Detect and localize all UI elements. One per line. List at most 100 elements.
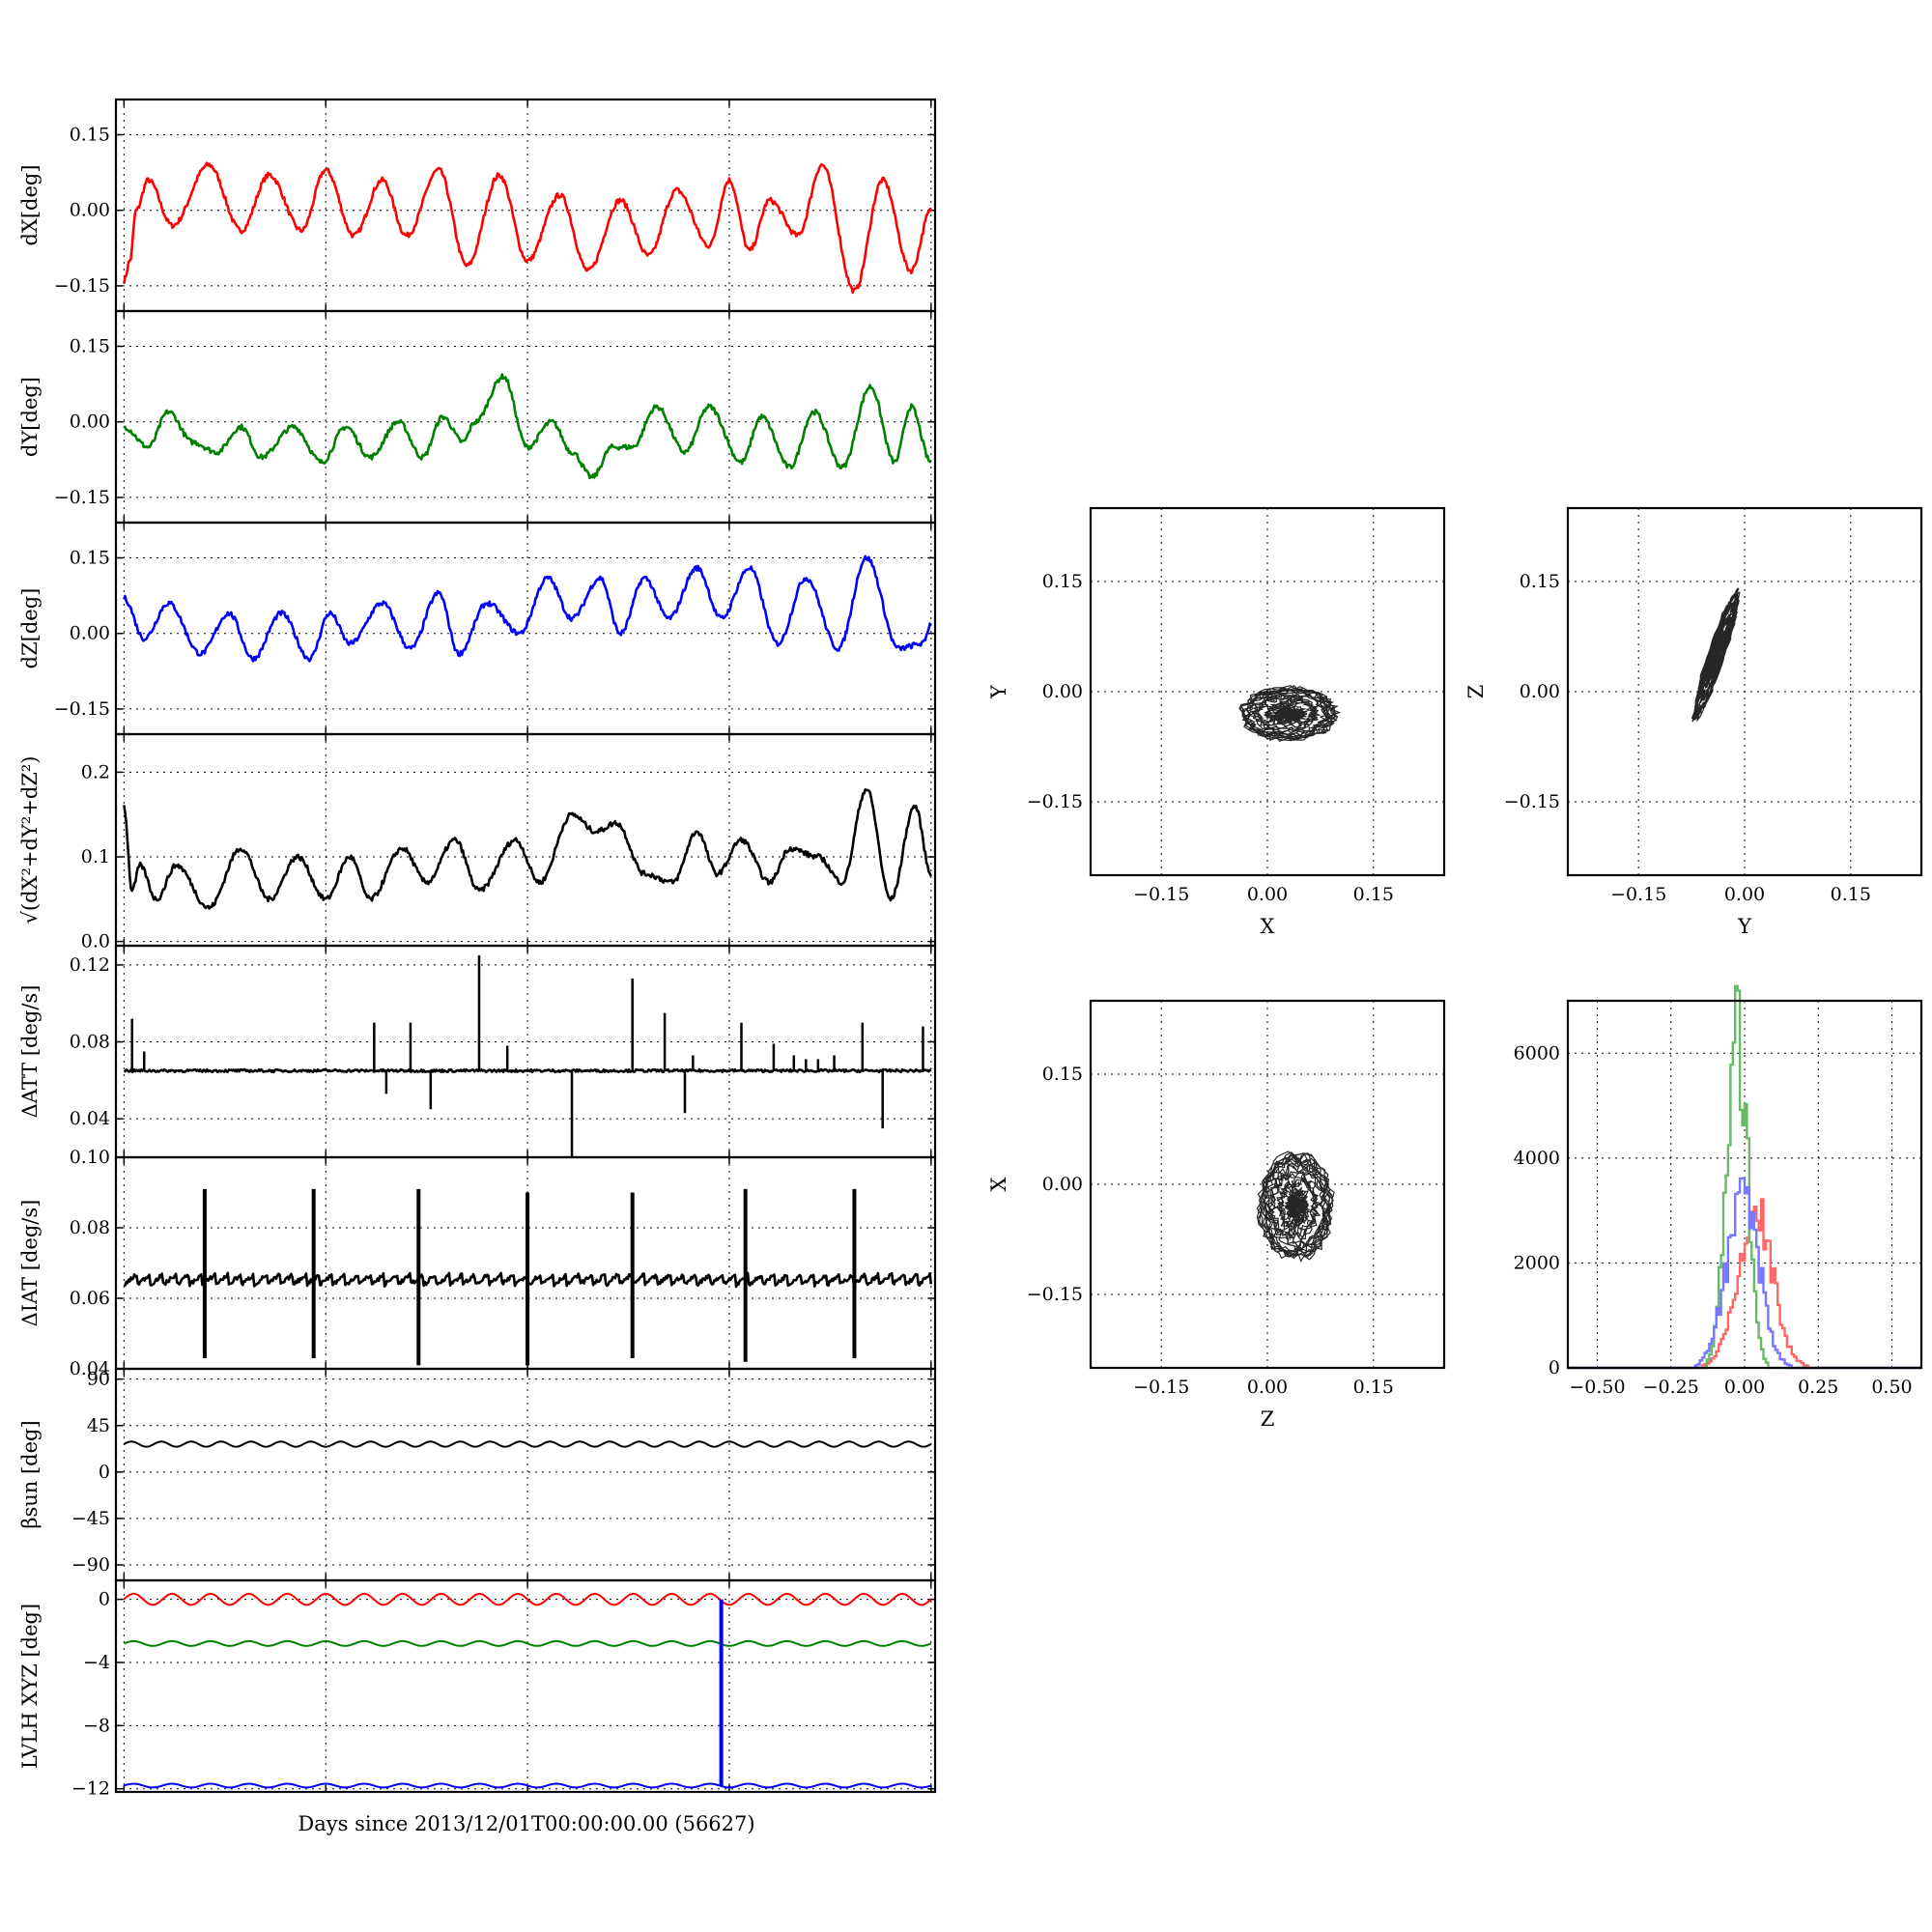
series-line	[123, 554, 932, 663]
series-line	[123, 788, 932, 910]
x-tick-label: 0.15	[1353, 1377, 1394, 1398]
y-tick-label: 2000	[1514, 1252, 1560, 1273]
x-axis-label: X	[1261, 915, 1275, 938]
y-tick-label: −0.15	[54, 275, 110, 297]
scatter-zx: −0.15 −0.15 0.00 0.00 0.15 0.15 Z X	[987, 999, 1446, 1431]
y-tick-label: 0.00	[1520, 681, 1560, 702]
panel-dz: 0.15 0.00 −0.15 dZ[deg]	[18, 521, 937, 736]
y-tick-label: −0.15	[1027, 791, 1083, 812]
panel-mag: 0.2 0.1 0.0 √(dX²+dY²+dZ²)	[18, 732, 937, 952]
y-tick-label: 0.00	[70, 200, 110, 221]
y-tick-label: 0.15	[70, 336, 110, 357]
scatter-frame	[1089, 506, 1446, 877]
y-tick-label: −0.15	[54, 698, 110, 720]
y-tick-label: 0.15	[70, 548, 110, 569]
y-tick-label: −90	[71, 1554, 110, 1576]
y-tick-label: 0.12	[70, 954, 110, 976]
y-tick-label: −0.15	[1504, 791, 1560, 812]
y-tick-label: 0.0	[81, 931, 110, 952]
y-tick-label: 90	[87, 1369, 110, 1390]
y-tick-label: 0.00	[70, 623, 110, 644]
trajectory	[1256, 1151, 1335, 1263]
y-tick-label: −0.15	[1027, 1284, 1083, 1305]
panel-frame	[114, 732, 937, 948]
panel-frame	[114, 309, 937, 525]
y-tick-label: 4000	[1514, 1148, 1560, 1169]
panel-diat: 0.10 0.08 0.06 0.04 ΔIAT [deg/s]	[18, 1147, 937, 1379]
panel-dy: 0.15 0.00 −0.15 dY[deg]	[18, 309, 937, 525]
y-tick-label: 0	[1548, 1357, 1560, 1378]
series-line	[124, 1782, 932, 1789]
panel-frame	[114, 1578, 937, 1794]
panel-frame	[114, 944, 937, 1159]
x-tick-label: −0.25	[1643, 1377, 1699, 1398]
panel-dx: 0.15 0.00 −0.15 dX[deg]	[18, 98, 937, 313]
x-tick-label: 0.00	[1247, 1377, 1288, 1398]
y-tick-label: 0.08	[70, 1032, 110, 1053]
series-line	[123, 1440, 932, 1448]
x-axis-label: Z	[1261, 1407, 1275, 1431]
scatter-frame	[1089, 999, 1446, 1370]
x-tick-label: 0.25	[1798, 1377, 1838, 1398]
y-axis-label: LVLH XYZ [deg]	[18, 1604, 42, 1769]
trajectory	[1238, 685, 1342, 743]
trajectory	[1690, 587, 1741, 723]
y-tick-label: 0.04	[70, 1108, 110, 1129]
y-tick-label: 0.04	[70, 1358, 110, 1379]
x-tick-label: 0.00	[1724, 1377, 1765, 1398]
x-tick-label: 0.00	[1724, 884, 1765, 905]
y-tick-label: 0.15	[1520, 571, 1560, 592]
x-tick-label: −0.15	[1610, 884, 1666, 905]
y-tick-label: −45	[71, 1508, 110, 1529]
y-axis-label: Z	[1464, 685, 1488, 699]
x-tick-label: 0.15	[1831, 884, 1871, 905]
series-line	[123, 1639, 932, 1647]
series-line	[123, 1067, 932, 1073]
y-axis-label: dY[deg]	[18, 377, 42, 457]
y-tick-label: 0.06	[70, 1288, 110, 1309]
panel-frame	[114, 98, 937, 313]
y-tick-label: −4	[83, 1652, 110, 1673]
x-axis-label: Days since 2013/12/01T00:00:00.00 (56627…	[298, 1812, 754, 1835]
y-tick-label: 0.15	[1042, 571, 1083, 592]
y-tick-label: 0.15	[1042, 1064, 1083, 1085]
y-tick-label: 0.08	[70, 1217, 110, 1238]
scatter-frame	[1566, 506, 1923, 877]
y-axis-label: X	[987, 1177, 1010, 1191]
x-tick-label: −0.15	[1133, 1377, 1189, 1398]
y-axis-label: βsun [deg]	[18, 1420, 42, 1528]
histogram-frame	[1566, 999, 1923, 1370]
y-tick-label: 0.1	[81, 846, 110, 867]
y-tick-label: −0.15	[54, 487, 110, 508]
y-tick-label: 6000	[1514, 1042, 1560, 1064]
panel-datt: 0.12 0.08 0.04 ΔATT [deg/s]	[18, 944, 937, 1159]
y-axis-label: Y	[987, 684, 1010, 699]
x-tick-label: 0.00	[1247, 884, 1288, 905]
scatter-xy: −0.15 −0.15 0.00 0.00 0.15 0.15 X Y	[987, 506, 1446, 938]
y-tick-label: 0	[99, 1462, 110, 1483]
panel-frame	[114, 1367, 937, 1582]
panel-beta: 90 45 0 −45 −90 βsun [deg]	[18, 1367, 937, 1582]
x-tick-label: −0.15	[1133, 884, 1189, 905]
x-tick-label: −0.50	[1569, 1377, 1625, 1398]
scatter-yz: −0.15 −0.15 0.00 0.00 0.15 0.15 Y Z	[1464, 506, 1923, 938]
y-axis-label: dZ[deg]	[18, 588, 42, 669]
y-tick-label: 0.00	[1042, 681, 1083, 702]
y-tick-label: 45	[87, 1415, 110, 1436]
y-axis-label: dX[deg]	[18, 164, 42, 245]
y-tick-label: −8	[83, 1715, 110, 1736]
x-tick-label: 0.15	[1353, 884, 1394, 905]
x-tick-label: 0.50	[1871, 1377, 1912, 1398]
panel-frame	[114, 1155, 937, 1371]
panel-lvlh: 0 −4 −8 −12 LVLH XYZ [deg]	[18, 1578, 937, 1800]
series-line	[123, 373, 932, 480]
y-tick-label: −12	[71, 1778, 110, 1800]
y-tick-label: 0.00	[70, 412, 110, 433]
y-tick-label: 0	[99, 1589, 110, 1610]
series-line	[123, 161, 932, 295]
y-tick-label: 0.2	[81, 761, 110, 782]
y-tick-label: 0.00	[1042, 1174, 1083, 1195]
x-axis-label: Y	[1737, 915, 1752, 938]
histogram: −0.50 −0.25 0.00 0.25 0.50 0 2000 4000 6000	[1514, 984, 1923, 1398]
